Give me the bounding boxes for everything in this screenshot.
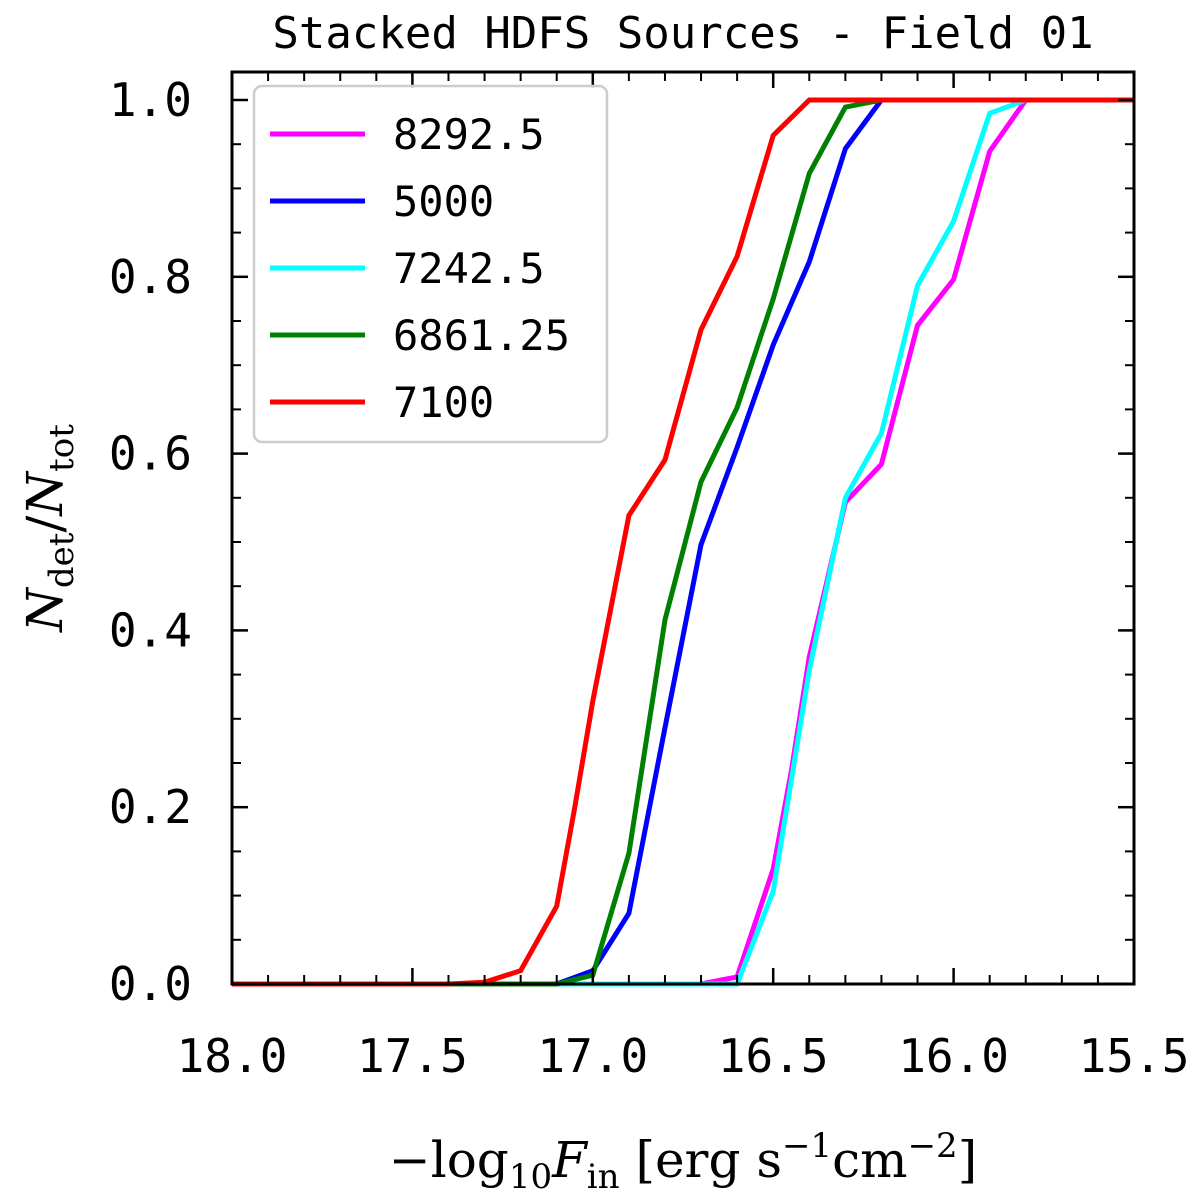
legend-label-7100: 7100 [393,378,494,427]
x-label-units-exp2: −2 [908,1126,958,1166]
x-tick-label: 16.5 [718,1029,829,1083]
legend: 8292.5 5000 7242.5 6861.25 7100 [252,84,609,444]
x-tick-label: 17.0 [537,1029,648,1083]
x-tick-label: 17.5 [357,1029,468,1083]
plot-frame [230,70,1136,986]
legend-label-5000: 5000 [393,177,494,226]
x-label-units-exp1: −1 [782,1126,832,1166]
y-tick-label: 0.8 [109,250,192,304]
legend-frame [252,84,609,444]
y-label-den: N [16,470,74,517]
y-label-num: N [16,586,74,633]
legend-label-7242-5: 7242.5 [393,244,545,293]
x-label-log: log [431,1131,509,1189]
x-tick-label: 16.0 [898,1029,1009,1083]
x-label-var: F [551,1131,589,1189]
y-tick-label: 0.2 [109,780,192,834]
y-tick-label: 0.4 [109,603,192,657]
y-label-slash: / [16,516,74,533]
y-label-den-sub: tot [42,424,82,472]
chart-title: Stacked HDFS Sources - Field 01 [272,8,1093,59]
y-tick-label: 1.0 [109,73,192,127]
legend-label-8292-5: 8292.5 [393,110,545,159]
x-label-log-sub: 10 [509,1157,552,1197]
y-tick-label: 0.6 [109,427,192,481]
x-tick-label: 18.0 [177,1029,288,1083]
y-tick-label: 0.0 [109,957,192,1011]
y-axis-label: Ndet/Ntot [16,424,82,633]
x-label-units-mid: cm [832,1131,907,1189]
x-label-minus: − [389,1131,431,1189]
x-axis-label: −log10Fin [erg s−1cm−2] [389,1126,977,1197]
legend-label-6861-25: 6861.25 [393,311,570,360]
x-label-units-open: [erg s [620,1131,782,1189]
x-label-var-sub: in [587,1157,620,1197]
x-label-units-close: ] [958,1131,978,1189]
x-tick-label: 15.5 [1079,1029,1190,1083]
y-label-num-sub: det [42,532,82,588]
